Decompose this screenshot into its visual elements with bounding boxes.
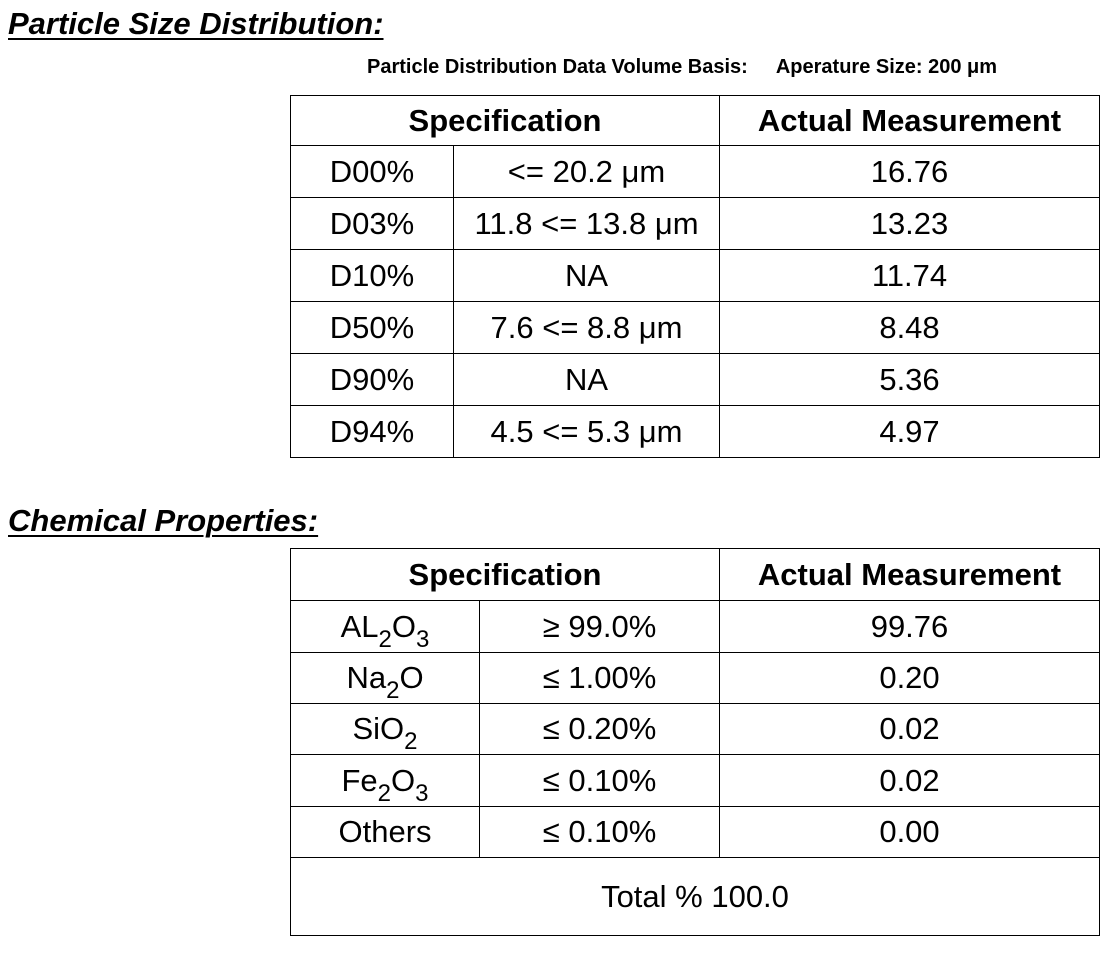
param-cell: D10% [290, 249, 454, 302]
spec-cell: ≤ 0.20% [479, 703, 720, 755]
compound-subscript: 2 [386, 677, 400, 704]
spec-cell: 11.8 <= 13.8 μm [453, 197, 720, 250]
actual-cell: 8.48 [719, 301, 1100, 354]
actual-cell: 0.00 [719, 806, 1100, 858]
total-row: Total % 100.0 [290, 857, 1100, 936]
chemical-properties-title: Chemical Properties: [8, 503, 319, 538]
compound-subscript: 3 [416, 625, 430, 653]
compound-base: AL [340, 608, 379, 644]
spec-cell: ≤ 1.00% [479, 652, 720, 704]
table-row: Fe2O3 ≤ 0.10% 0.02 [290, 754, 1100, 807]
table-row: D50% 7.6 <= 8.8 μm 8.48 [290, 301, 1100, 354]
table-row: D10% NA 11.74 [290, 249, 1100, 302]
table-row: D03% 11.8 <= 13.8 μm 13.23 [290, 197, 1100, 250]
aperture-size-label: Aperature Size: 200 μm [775, 56, 998, 78]
table-row: AL2O3 ≥ 99.0% 99.76 [290, 600, 1100, 653]
actual-measurement-header: Actual Measurement [719, 548, 1100, 601]
compound-base: Na [346, 660, 387, 695]
spec-cell: 7.6 <= 8.8 μm [453, 301, 720, 354]
actual-cell: 16.76 [719, 145, 1100, 198]
compound-cell: Na2O [290, 652, 480, 704]
particle-size-table: Specification Actual Measurement D00% <=… [290, 95, 1100, 458]
spec-cell: NA [453, 353, 720, 406]
actual-cell: 5.36 [719, 353, 1100, 406]
param-cell: D90% [290, 353, 454, 406]
compound-cell: Fe2O3 [290, 754, 480, 807]
specification-header: Specification [290, 548, 720, 601]
compound-cell: Others [290, 806, 480, 858]
compound-cell: SiO2 [290, 703, 480, 755]
chemical-properties-table: Specification Actual Measurement AL2O3 ≥… [290, 548, 1100, 936]
param-cell: D94% [290, 405, 454, 458]
table-row: D90% NA 5.36 [290, 353, 1100, 406]
compound-base: Fe [341, 762, 378, 798]
actual-cell: 0.02 [719, 754, 1100, 807]
compound-element: O [391, 608, 417, 644]
compound-subscript: 2 [404, 728, 418, 755]
compound-base: SiO [352, 711, 405, 746]
table-header-row: Specification Actual Measurement [290, 95, 1100, 146]
specification-header: Specification [290, 95, 720, 146]
volume-basis-label: Particle Distribution Data Volume Basis: [367, 56, 748, 78]
compound-base: Others [338, 814, 432, 849]
compound-element: O [391, 762, 416, 798]
compound-subscript: 2 [377, 779, 392, 807]
table-row: D94% 4.5 <= 5.3 μm 4.97 [290, 405, 1100, 458]
compound-cell: AL2O3 [290, 600, 480, 653]
actual-cell: 0.20 [719, 652, 1100, 704]
compound-subscript: 3 [415, 779, 429, 807]
actual-cell: 99.76 [719, 600, 1100, 653]
actual-cell: 0.02 [719, 703, 1100, 755]
spec-cell: ≤ 0.10% [479, 754, 720, 807]
spec-cell: <= 20.2 μm [453, 145, 720, 198]
spec-cell: 4.5 <= 5.3 μm [453, 405, 720, 458]
spec-cell: ≥ 99.0% [479, 600, 720, 653]
particle-size-title: Particle Size Distribution: [8, 6, 384, 41]
actual-cell: 4.97 [719, 405, 1100, 458]
spec-cell: NA [453, 249, 720, 302]
spec-cell: ≤ 0.10% [479, 806, 720, 858]
table-row: D00% <= 20.2 μm 16.76 [290, 145, 1100, 198]
compound-subscript: 2 [378, 625, 392, 653]
compound-element: O [399, 660, 424, 695]
table-row: Na2O ≤ 1.00% 0.20 [290, 652, 1100, 704]
param-cell: D03% [290, 197, 454, 250]
param-cell: D50% [290, 301, 454, 354]
param-cell: D00% [290, 145, 454, 198]
actual-cell: 13.23 [719, 197, 1100, 250]
total-cell: Total % 100.0 [290, 857, 1100, 936]
table-header-row: Specification Actual Measurement [290, 548, 1100, 601]
table-row: Others ≤ 0.10% 0.00 [290, 806, 1100, 858]
table-row: SiO2 ≤ 0.20% 0.02 [290, 703, 1100, 755]
actual-cell: 11.74 [719, 249, 1100, 302]
actual-measurement-header: Actual Measurement [719, 95, 1100, 146]
volume-basis-line: Particle Distribution Data Volume Basis:… [367, 56, 997, 79]
